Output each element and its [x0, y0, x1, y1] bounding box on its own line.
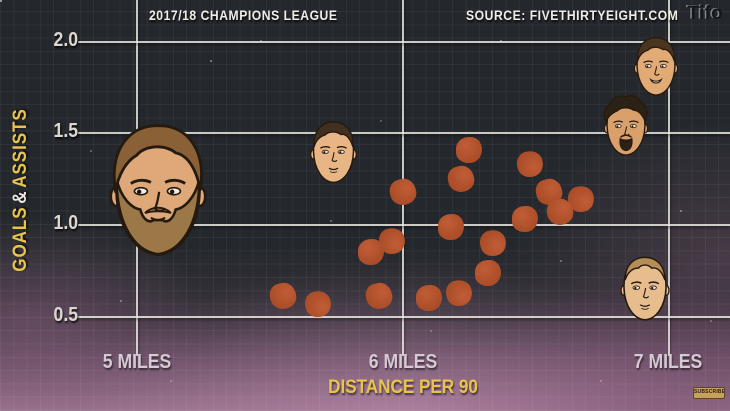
x-axis-title: DISTANCE PER 90	[327, 377, 478, 398]
y-tick-2.0: 2.0	[53, 28, 78, 51]
ronaldo-face	[629, 34, 683, 101]
y-tick-1.5: 1.5	[53, 120, 78, 143]
x-tick-6-miles: 6 MILES	[368, 351, 437, 373]
tifo-logo: Tifo	[687, 3, 723, 24]
data-point-dot	[456, 136, 483, 163]
data-point-dot	[512, 206, 539, 233]
data-point-dot	[513, 147, 548, 182]
data-point-dot	[445, 163, 478, 195]
data-point-dot	[437, 213, 464, 240]
messi-face	[99, 121, 217, 267]
x-tick-7-miles: 7 MILES	[633, 351, 703, 373]
data-point-dot	[362, 280, 395, 313]
data-point-dot	[266, 280, 299, 313]
milner-face	[615, 252, 675, 326]
lewandowski-face	[305, 118, 362, 189]
chart-title: 2017/18 CHAMPIONS LEAGUE	[149, 8, 338, 23]
data-point-dot	[476, 226, 510, 260]
data-point-dot	[474, 259, 501, 286]
source-credit: SOURCE: FIVETHIRTYEIGHT.COM	[466, 8, 679, 23]
y-axis-title-ampersand: &	[10, 190, 31, 204]
data-point-dot	[357, 239, 384, 266]
y-tick-0.5: 0.5	[53, 303, 78, 326]
x-tick-5-miles: 5 MILES	[102, 351, 171, 373]
data-point-dot	[416, 285, 443, 312]
data-point-dot	[441, 276, 476, 310]
y-tick-1.0: 1.0	[53, 211, 78, 234]
data-point-dot	[386, 175, 419, 208]
subscribe-watermark-badge: SUBSCRIBE	[693, 387, 725, 399]
noise-speckles	[0, 0, 2, 2]
firmino-face	[599, 94, 653, 161]
